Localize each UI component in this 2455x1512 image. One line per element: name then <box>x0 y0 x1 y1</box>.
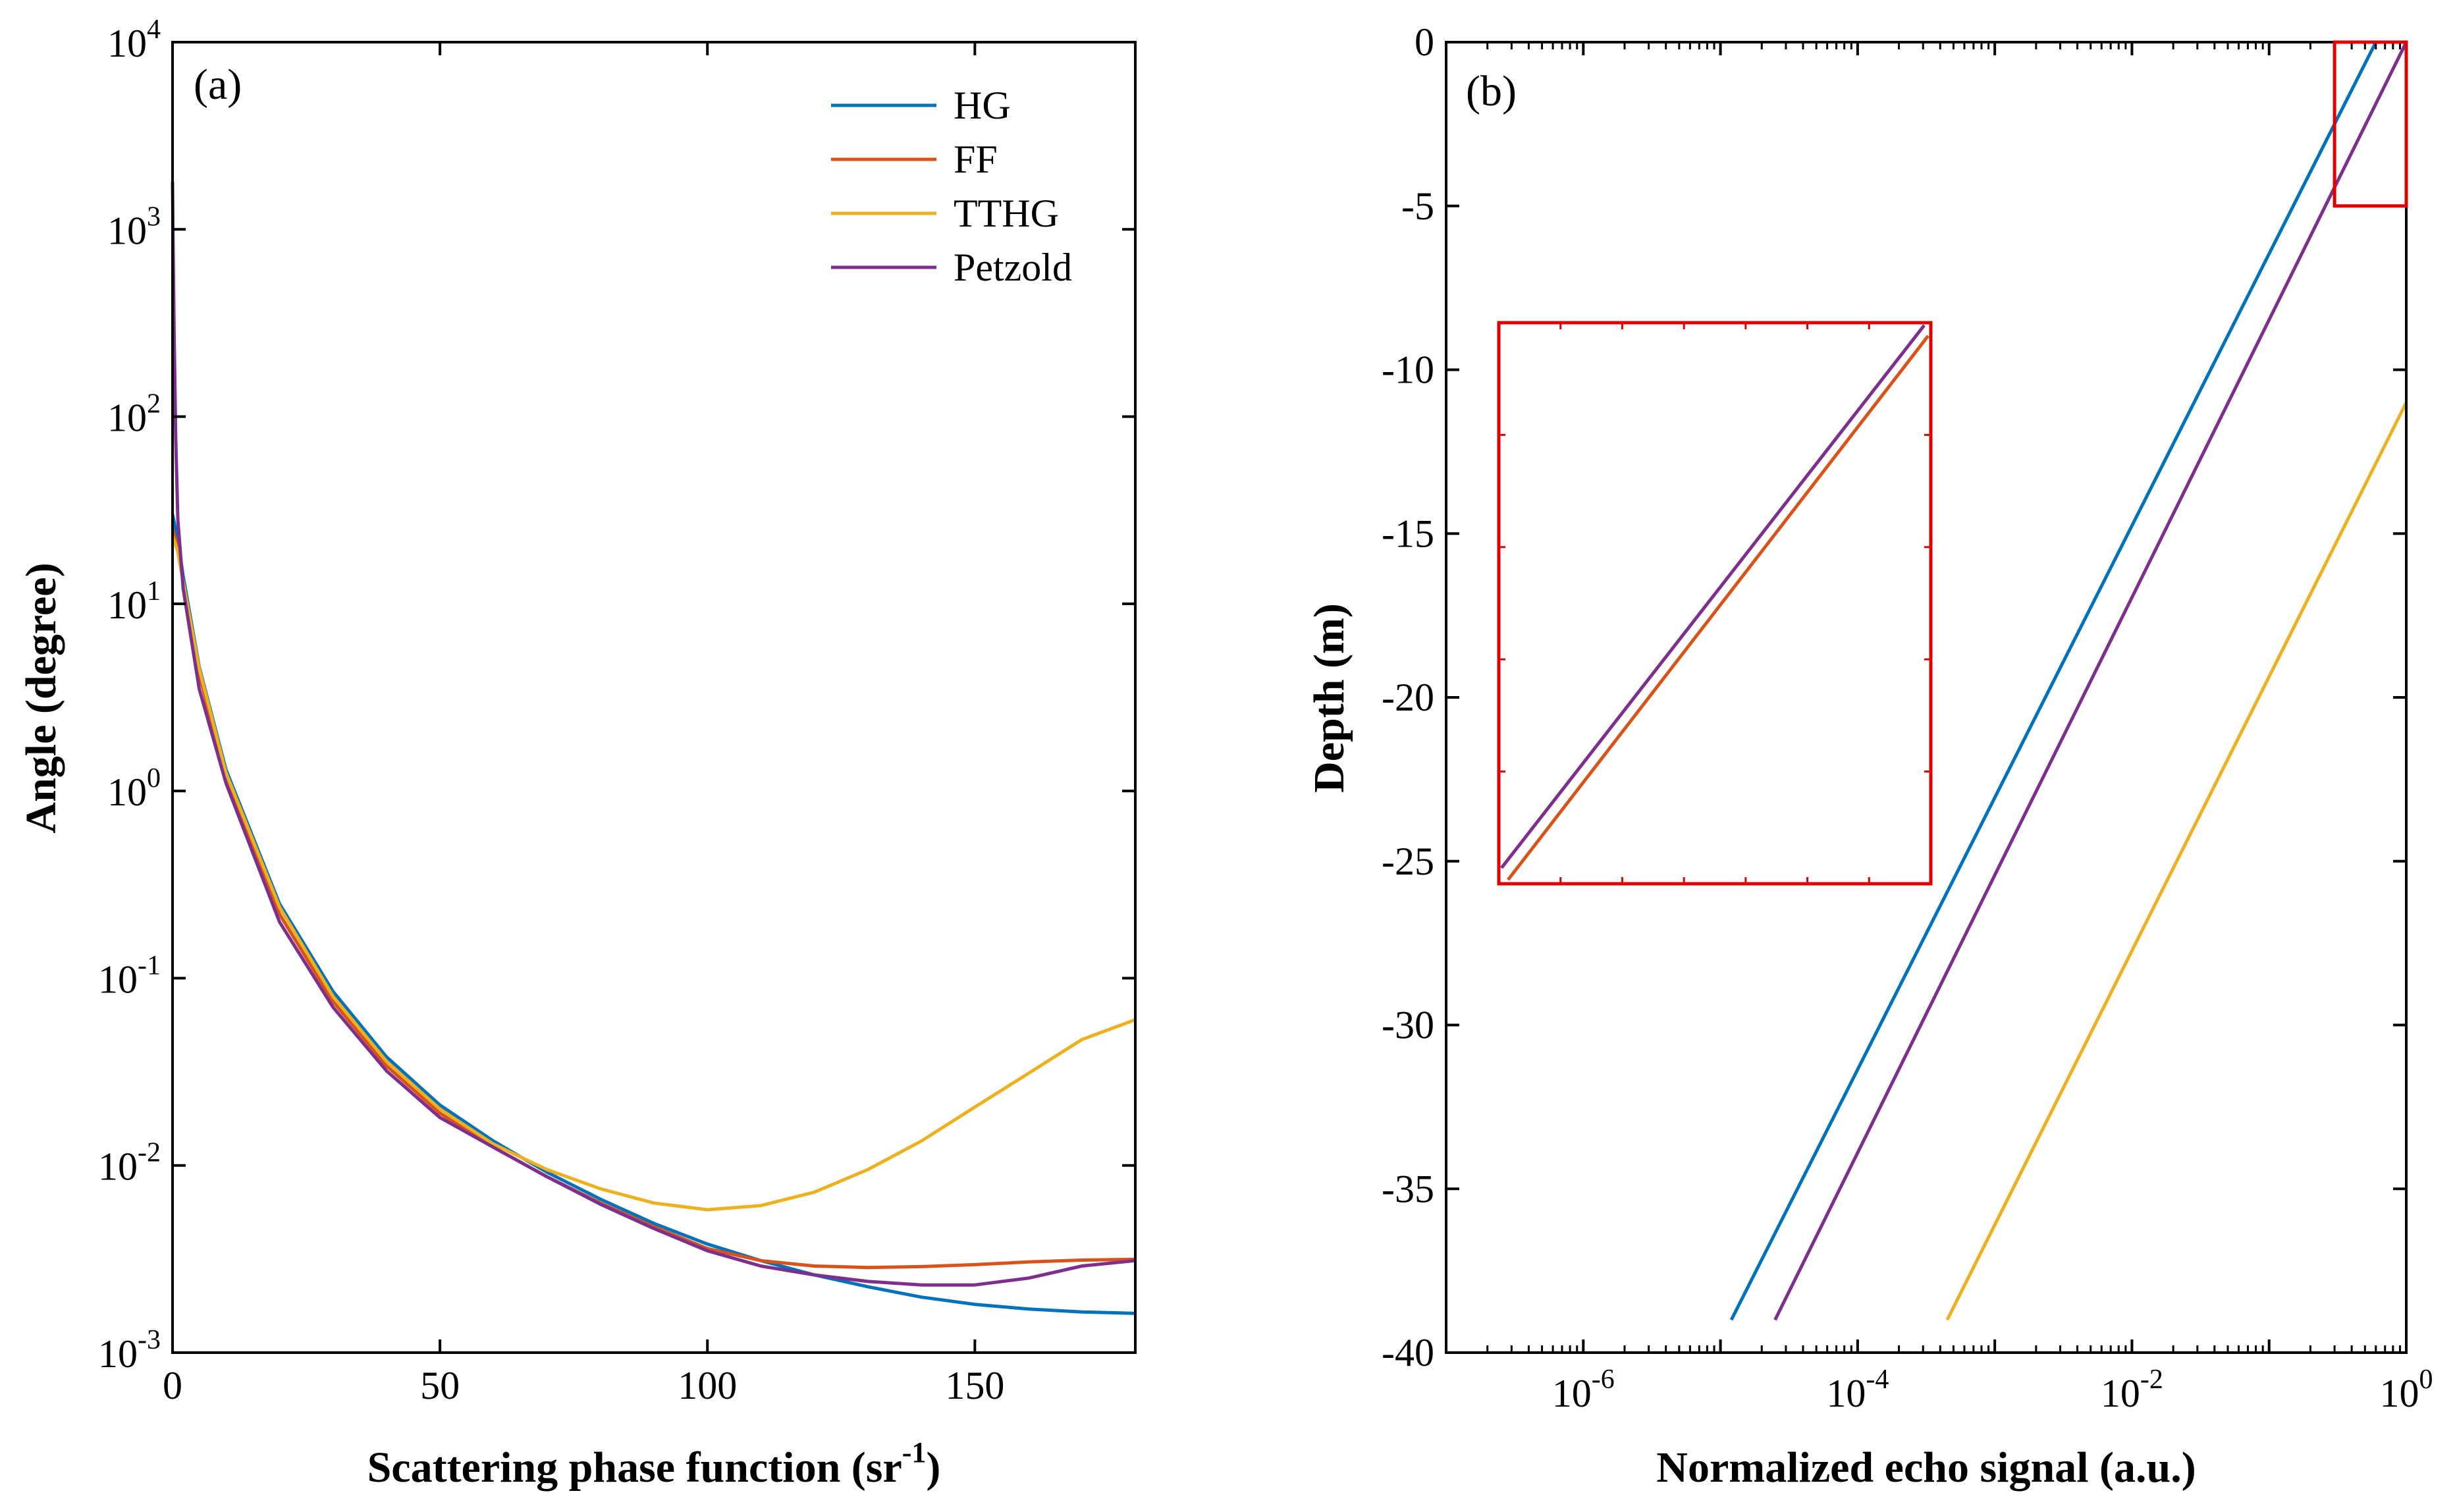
x-tick-label-b: 10-6 <box>1552 1364 1615 1415</box>
y-tick-label-a-base: 10 <box>107 583 147 627</box>
y-tick-label-a-base: 10 <box>107 770 147 814</box>
x-axis-label-a-main: Scattering phase function (sr <box>367 1444 902 1492</box>
inset-line-ff <box>1507 335 1929 881</box>
series-group-a <box>171 181 1136 1315</box>
y-tick-label-a: 101 <box>107 576 161 627</box>
panel-label-b: (b) <box>1466 67 1517 115</box>
y-tick-label-b: -20 <box>1382 676 1434 719</box>
x-axis-label-a: Scattering phase function (sr-1) <box>367 1436 941 1492</box>
y-tick-label-b: 0 <box>1415 20 1434 64</box>
y-tick-label-a: 10-3 <box>98 1325 161 1376</box>
inset-frame <box>1497 321 1933 886</box>
y-tick-label-b: -25 <box>1382 840 1434 883</box>
y-axis-label-b: Depth (m) <box>1305 603 1353 793</box>
x-tick-label-b-base: 10 <box>2380 1372 2419 1415</box>
y-tick-label-a-base: 10 <box>107 209 147 252</box>
inset-zoom <box>1497 321 1933 886</box>
y-tick-label-a-exp: 0 <box>147 763 161 794</box>
x-axis-label-a-sup: -1 <box>902 1436 927 1469</box>
series-group-b <box>1729 41 2408 1321</box>
y-tick-label-a-exp: -1 <box>138 950 161 981</box>
legend-a: HG FF TTHG Petzold <box>831 84 1072 289</box>
x-tick-label-b-exp: -4 <box>1866 1364 1889 1395</box>
y-tick-label-b: -35 <box>1382 1167 1434 1210</box>
panel-label-a: (a) <box>194 61 242 109</box>
x-tick-label-b-base: 10 <box>2101 1372 2140 1415</box>
plot-area-a <box>173 42 1135 1353</box>
x-tick-label-b-base: 10 <box>1826 1372 1866 1415</box>
y-tick-label-a-base: 10 <box>107 396 147 440</box>
legend-label-hg: HG <box>954 84 1011 127</box>
y-tick-label-a-exp: 3 <box>147 202 161 232</box>
y-tick-label-a: 103 <box>107 202 161 252</box>
x-tick-label-a: 100 <box>678 1364 737 1407</box>
inset-background <box>1499 323 1931 884</box>
series-line-hg-b <box>1729 41 2378 1321</box>
y-tick-label-a-exp: 4 <box>147 14 161 45</box>
x-tick-label-b: 100 <box>2380 1364 2433 1415</box>
y-tick-label-a-base: 10 <box>107 22 147 65</box>
y-tick-label-b: -15 <box>1382 512 1434 555</box>
legend-label-ff: FF <box>954 138 998 181</box>
y-tick-label-b: -10 <box>1382 348 1434 392</box>
y-tick-label-a: 10-1 <box>98 950 161 1001</box>
highlight-box <box>2333 40 2408 208</box>
y-tick-label-a: 104 <box>107 14 161 65</box>
y-tick-label-a-exp: 2 <box>147 389 161 419</box>
x-tick-label-b-exp: -2 <box>2140 1364 2163 1395</box>
axes-frame-a <box>171 41 1137 1354</box>
y-tick-label-a-exp: 1 <box>147 576 161 607</box>
inset-line-petzold <box>1500 324 1926 869</box>
y-tick-label-b: -40 <box>1382 1331 1434 1374</box>
y-tick-label-a: 100 <box>107 763 161 814</box>
y-tick-label-a: 10-2 <box>98 1138 161 1189</box>
x-tick-label-b-base: 10 <box>1552 1372 1592 1415</box>
x-axis-label-b: Normalized echo signal (a.u.) <box>1656 1444 2196 1492</box>
x-tick-label-a: 50 <box>420 1364 460 1407</box>
x-tick-label-a: 0 <box>163 1364 182 1407</box>
series-line-petzold-b <box>1773 41 2408 1321</box>
series-line-petzold-a <box>171 181 1136 1287</box>
x-tick-label-a: 150 <box>945 1364 1004 1407</box>
y-axis-label-a: Angle (degree) <box>17 562 65 833</box>
y-tick-label-a-exp: -2 <box>138 1138 161 1168</box>
y-tick-label-a-base: 10 <box>98 958 138 1001</box>
y-tick-label-a-base: 10 <box>98 1145 138 1189</box>
y-tick-label-a-exp: -3 <box>138 1325 161 1355</box>
y-tick-label-b: -5 <box>1401 184 1434 228</box>
y-tick-label-b: -30 <box>1382 1004 1434 1047</box>
x-tick-label-b: 10-2 <box>2101 1364 2163 1415</box>
y-tick-label-a-base: 10 <box>98 1332 138 1376</box>
y-tick-label-a: 102 <box>107 389 161 440</box>
legend-label-tthg: TTHG <box>954 192 1059 235</box>
x-tick-label-b-exp: -6 <box>1592 1364 1615 1395</box>
series-line-tthg-a <box>171 535 1136 1212</box>
legend-label-petzold: Petzold <box>954 246 1072 289</box>
x-tick-label-b-exp: 0 <box>2419 1364 2433 1395</box>
x-axis-label-a-end: ) <box>926 1444 940 1492</box>
x-tick-label-b: 10-4 <box>1826 1364 1889 1415</box>
series-line-tthg-b <box>1945 402 2408 1321</box>
